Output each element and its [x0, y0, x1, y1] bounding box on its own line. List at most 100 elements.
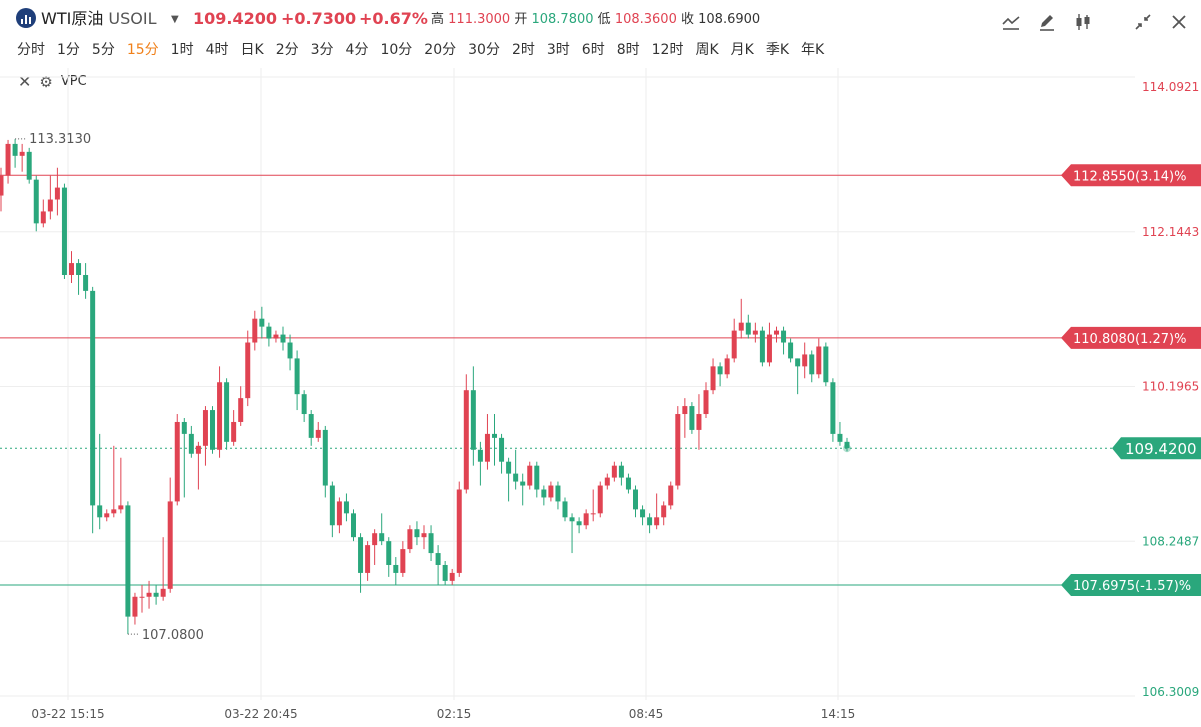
price-line-tag	[1061, 326, 1201, 349]
high-label: 高	[431, 12, 445, 27]
wti-logo-icon	[16, 8, 36, 28]
candle-body	[252, 318, 258, 343]
candle-body	[442, 564, 448, 581]
candle-body	[132, 596, 138, 617]
low-marker-label: 107.0800	[142, 628, 204, 643]
period-tab[interactable]: 12时	[651, 42, 684, 58]
period-tab[interactable]: 日K	[240, 42, 264, 58]
candle-body	[125, 505, 131, 617]
candle-body	[484, 433, 490, 462]
candle-body	[449, 572, 455, 581]
period-tab[interactable]: 5分	[91, 42, 115, 58]
candle-body	[562, 501, 568, 518]
candlestick-chart[interactable]: 114.0921 112.1443 110.1965 108.2487 106.3009…	[0, 68, 1201, 727]
candle-body	[54, 187, 60, 200]
candle-body	[618, 465, 624, 478]
candle-body	[393, 564, 399, 573]
candle-body	[97, 505, 103, 518]
period-tab[interactable]: 1时	[170, 42, 194, 58]
period-tab[interactable]: 4分	[345, 42, 369, 58]
last-price-tag	[1112, 437, 1201, 460]
period-tab[interactable]: 周K	[695, 42, 719, 58]
high-value: 111.3000	[448, 12, 511, 27]
period-tab[interactable]: 10分	[380, 42, 413, 58]
candle-body	[181, 421, 187, 434]
price-line-label: 107.6975(-1.57)%	[1073, 579, 1191, 594]
period-tab[interactable]: 2时	[511, 42, 535, 58]
period-tab[interactable]: 3时	[546, 42, 570, 58]
candle-body	[273, 334, 279, 339]
high-marker-label: 113.3130	[29, 132, 91, 147]
candle-body	[823, 346, 829, 383]
close-icon[interactable]	[1167, 10, 1191, 34]
period-tab[interactable]: 月K	[730, 42, 754, 58]
price-line-label: 110.8080(1.27)%	[1073, 332, 1186, 347]
candle-body	[329, 485, 335, 526]
candle-body	[238, 398, 244, 422]
pencil-icon[interactable]	[1035, 10, 1059, 34]
period-tab[interactable]: 3分	[310, 42, 334, 58]
candle-body	[83, 274, 89, 291]
period-tab[interactable]: 30分	[468, 42, 500, 58]
y-tick-label: 114.0921	[1142, 80, 1199, 94]
candle-body	[12, 143, 18, 156]
candle-body	[745, 322, 751, 335]
period-tab[interactable]: 季K	[765, 42, 790, 58]
candle-body	[40, 211, 46, 224]
candle-body	[118, 505, 124, 510]
candle-body	[788, 342, 794, 359]
candle-body	[428, 533, 434, 554]
period-tab[interactable]: 1分	[57, 42, 80, 58]
price-line-tag	[1061, 164, 1201, 187]
candle-body	[217, 382, 223, 450]
candle-body	[759, 330, 765, 363]
candle-body	[597, 485, 603, 514]
candle-body	[668, 485, 674, 506]
period-tab[interactable]: 分时	[17, 42, 45, 58]
period-tab[interactable]: 6时	[581, 42, 605, 58]
period-tab[interactable]: 年K	[801, 42, 825, 58]
candle-body	[661, 505, 667, 518]
period-tab[interactable]: 4时	[205, 42, 229, 58]
candle-body	[717, 366, 723, 375]
close-value: 108.6900	[698, 12, 761, 27]
candle-body	[294, 358, 300, 395]
collapse-icon[interactable]	[1131, 10, 1155, 34]
y-tick-label: 112.1443	[1142, 225, 1199, 239]
candle-body	[435, 553, 441, 565]
period-tab[interactable]: 8时	[616, 42, 640, 58]
candle-body	[421, 533, 427, 538]
candle-body	[365, 545, 371, 573]
candlestick-icon[interactable]	[1071, 10, 1095, 34]
candle-body	[548, 485, 554, 498]
instrument-name[interactable]: WTI原油 USOIL	[41, 9, 157, 28]
candle-body	[682, 406, 688, 415]
candle-body	[492, 433, 497, 438]
candle-body	[844, 441, 850, 449]
open-value: 108.7800	[531, 12, 594, 27]
candle-body	[231, 421, 237, 442]
period-tab[interactable]: 2分	[275, 42, 299, 58]
line-tool-icon[interactable]	[999, 10, 1023, 34]
period-tab[interactable]: 15分	[126, 42, 159, 58]
period-selector: 分时 1分 5分 15分 1时 4时 日K 2分 3分 4分 10分 20分 30分 2时 3时 6时 8时 12…	[17, 40, 836, 60]
candle-body	[407, 529, 413, 550]
candle-body	[499, 437, 505, 462]
candle-body	[322, 429, 328, 486]
candle-body	[611, 465, 617, 478]
chevron-down-icon[interactable]: ▼	[171, 14, 179, 25]
candle-body	[456, 489, 462, 573]
candle-body	[830, 382, 836, 434]
candle-body	[245, 342, 251, 399]
x-tick-label: 03-22 20:45	[224, 707, 297, 721]
candle-body	[19, 151, 25, 156]
candle-body	[569, 517, 575, 522]
candle-body	[640, 509, 646, 518]
candle-body	[513, 473, 519, 482]
candle-body	[534, 465, 540, 490]
candle-body	[5, 143, 11, 176]
candle-body	[555, 485, 561, 502]
candle-body	[689, 406, 695, 430]
period-tab[interactable]: 20分	[424, 42, 457, 58]
x-tick-label: 08:45	[629, 707, 664, 721]
